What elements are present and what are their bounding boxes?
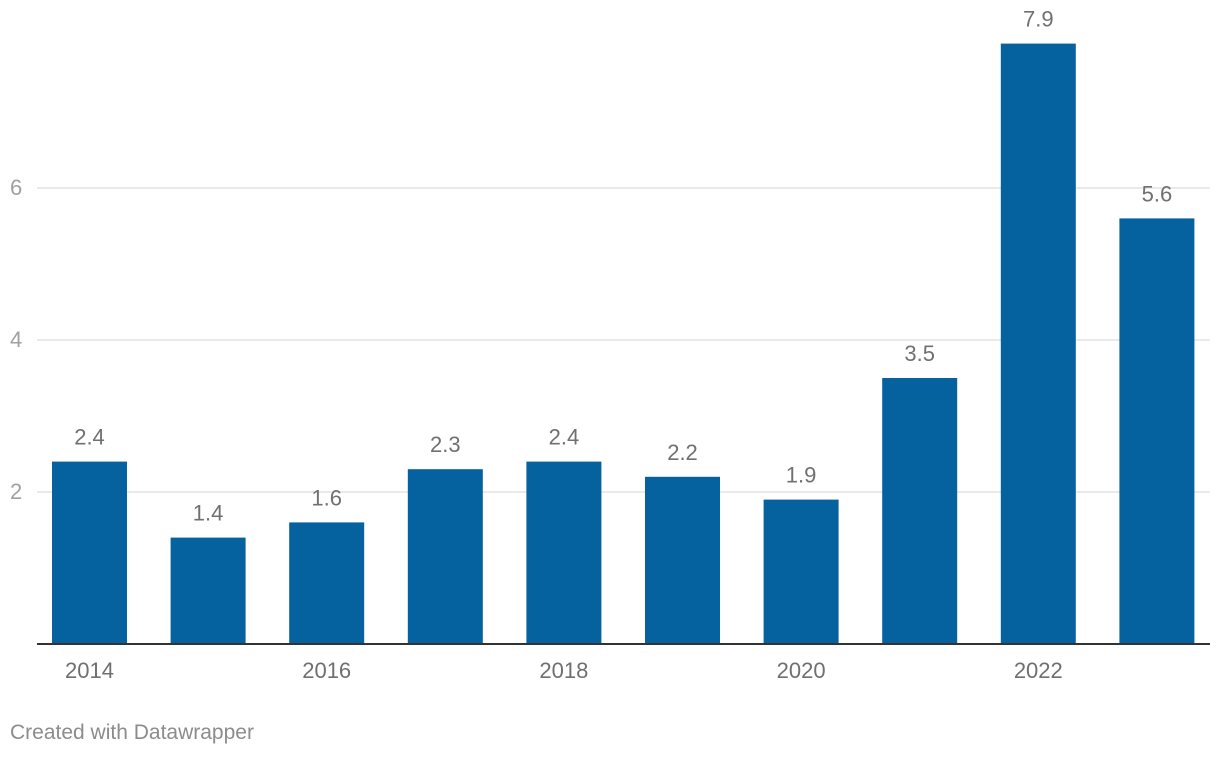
data-label: 5.6 xyxy=(1142,181,1173,206)
x-axis-ticks: 2014 2016 2018 2020 2022 xyxy=(65,658,1063,683)
x-tick-label: 2014 xyxy=(65,658,114,683)
bar xyxy=(526,461,602,644)
data-label: 3.5 xyxy=(904,341,935,366)
bar-chart: 246 2.41.41.62.3 2.42.21.93.57.95.6 2014 2… xyxy=(10,7,1210,683)
y-tick-label: 4 xyxy=(10,327,22,352)
bars xyxy=(52,43,1195,645)
data-label: 1.9 xyxy=(786,463,817,488)
y-tick-label: 6 xyxy=(10,175,22,200)
bar xyxy=(763,499,839,644)
bar xyxy=(1000,43,1076,645)
bar xyxy=(882,378,958,644)
bar xyxy=(52,461,127,644)
bar xyxy=(289,522,365,644)
data-label: 7.9 xyxy=(1023,7,1054,32)
x-tick-label: 2020 xyxy=(777,658,826,683)
data-label: 1.6 xyxy=(311,485,342,510)
data-label: 2.3 xyxy=(430,432,461,457)
bar xyxy=(1119,218,1195,644)
x-tick-label: 2016 xyxy=(302,658,351,683)
bar xyxy=(407,469,483,644)
data-label: 1.4 xyxy=(193,501,224,526)
footer-credit: Created with Datawrapper xyxy=(10,721,254,744)
x-tick-label: 2018 xyxy=(539,658,588,683)
x-tick-label: 2022 xyxy=(1014,658,1063,683)
y-axis-ticks: 2 4 6 xyxy=(10,175,22,504)
data-label: 2.4 xyxy=(549,425,580,450)
bar xyxy=(170,537,246,644)
bar xyxy=(645,476,720,644)
data-label: 2.4 xyxy=(74,425,105,450)
y-tick-label: 2 xyxy=(10,479,22,504)
data-label: 2.2 xyxy=(667,440,698,465)
data-labels: 2.4 1.4 1.6 2.3 2.4 2.2 1.9 3.5 7.9 5.6 xyxy=(74,7,1172,526)
